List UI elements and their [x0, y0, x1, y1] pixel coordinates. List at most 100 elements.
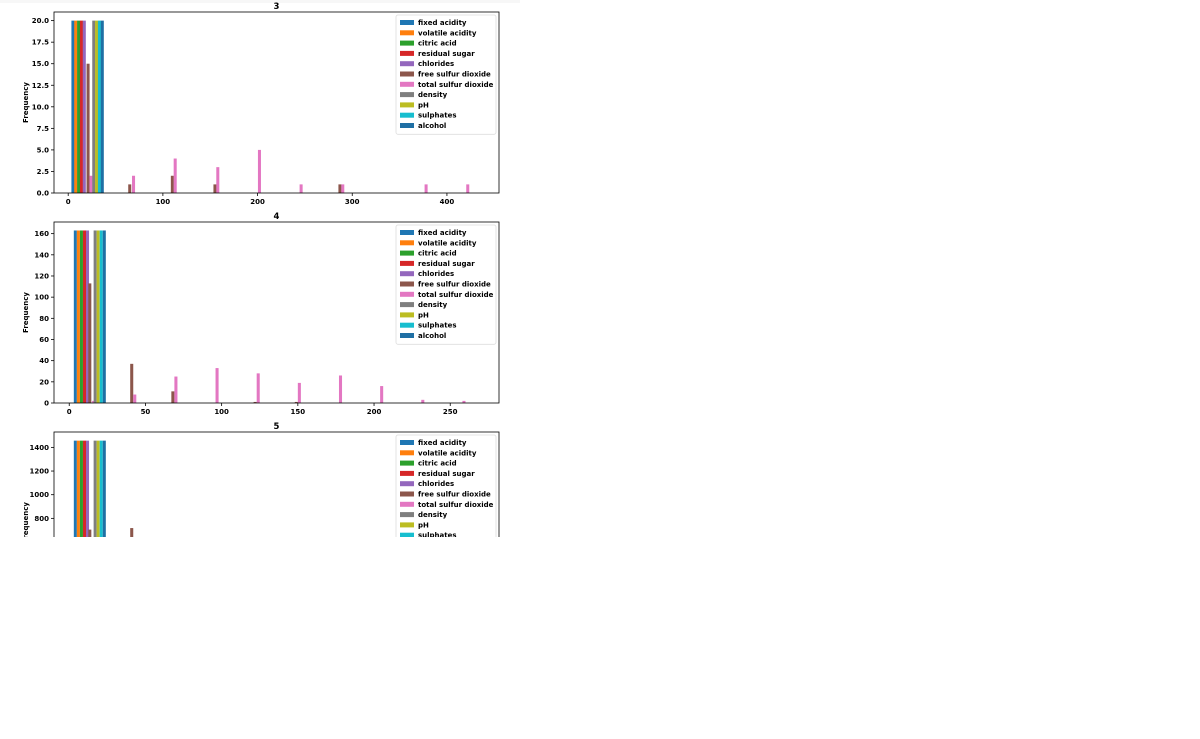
bar-chlorides [82, 20, 86, 193]
bars-group [73, 230, 466, 403]
bar-alcohol [102, 440, 106, 537]
bar-alcohol [102, 230, 106, 403]
legend-label: fixed acidity [418, 19, 467, 27]
y-tick-label: 1000 [30, 491, 50, 499]
bar-total-sulfur-dioxide [297, 382, 301, 403]
y-tick-label: 20.0 [32, 17, 49, 25]
legend-label: free sulfur dioxide [418, 281, 491, 289]
legend-label: residual sugar [418, 260, 475, 268]
legend-swatch-citric-acid [400, 460, 414, 466]
y-tick-label: 1400 [30, 444, 50, 452]
x-tick-label: 200 [250, 198, 265, 206]
bar-total-sulfur-dioxide [421, 399, 425, 403]
bar-total-sulfur-dioxide [341, 184, 345, 193]
legend-swatch-chlorides [400, 481, 414, 487]
bar-fixed-acidity [73, 440, 77, 537]
bar-sulphates [99, 230, 103, 403]
legend-label: volatile acidity [418, 239, 477, 247]
y-tick-label: 140 [34, 251, 49, 259]
legend-swatch-density [400, 512, 414, 518]
legend-swatch-citric-acid [400, 40, 414, 46]
chart-title: 5 [274, 422, 280, 432]
bar-free-sulfur-dioxide [338, 184, 342, 193]
legend-swatch-total-sulfur-dioxide [400, 81, 414, 87]
chart-panel-4: 4 Frequency 0 20 40 60 80 100 120 140 160 0 50 100 150… [22, 212, 500, 416]
legend-label: pH [418, 521, 429, 529]
bar-total-sulfur-dioxide [133, 394, 137, 403]
bar-residual-sugar [82, 440, 87, 537]
y-tick-label: 120 [34, 272, 49, 280]
legend-label: fixed acidity [418, 439, 467, 447]
bar-free-sulfur-dioxide [130, 363, 134, 403]
legend-swatch-free-sulfur-dioxide [400, 71, 414, 77]
legend-label: volatile acidity [418, 449, 477, 457]
y-tick-label: 2.5 [37, 168, 50, 176]
legend-label: free sulfur dioxide [418, 491, 491, 499]
x-tick-label: 0 [67, 408, 72, 416]
legend-swatch-free-sulfur-dioxide [400, 491, 414, 497]
legend-label: total sulfur dioxide [418, 291, 494, 299]
legend-swatch-total-sulfur-dioxide [400, 291, 414, 297]
legend-swatch-alcohol [400, 123, 414, 128]
y-tick-label: 7.5 [37, 125, 50, 133]
legend-box [395, 14, 497, 135]
y-tick-label: 5.0 [37, 146, 50, 154]
bar-citric-acid [79, 230, 83, 403]
legend: fixed acidity volatile acidity citric acid… [395, 434, 497, 537]
legend-label: residual sugar [418, 470, 475, 478]
chart-title: 4 [274, 212, 280, 222]
bar-free-sulfur-dioxide [88, 529, 92, 537]
bar-volatile-acidity [76, 440, 80, 537]
y-tick-label: 80 [39, 315, 49, 323]
legend-label: residual sugar [418, 50, 475, 58]
bar-citric-acid [77, 20, 81, 193]
bar-density [93, 440, 97, 537]
chart-panel-5: 5 Frequency 800 1000 1200 1400 fixed acidity vo… [22, 422, 500, 537]
bar-pH [95, 20, 99, 193]
bar-free-sulfur-dioxide [171, 391, 175, 403]
y-tick-label: 160 [34, 230, 49, 238]
bar-residual-sugar [82, 230, 87, 403]
bar-alcohol [100, 20, 104, 193]
legend-swatch-density [400, 92, 414, 98]
y-tick-label: 17.5 [32, 39, 49, 47]
x-tick-label: 300 [345, 198, 360, 206]
plot-frame [53, 11, 500, 194]
bar-density [93, 230, 97, 403]
bar-total-sulfur-dioxide [89, 175, 93, 193]
x-tick-label: 250 [443, 408, 458, 416]
bar-sulphates [99, 440, 103, 537]
x-tick-label: 150 [291, 408, 306, 416]
legend-label: total sulfur dioxide [418, 81, 494, 89]
legend-swatch-volatile-acidity [400, 450, 414, 456]
legend-label: sulphates [418, 532, 457, 537]
legend-swatch-pH [400, 102, 414, 108]
x-tick-label: 100 [214, 408, 229, 416]
legend-label: pH [418, 101, 429, 109]
y-tick-label: 20 [39, 378, 49, 386]
legend-label: citric acid [418, 460, 457, 468]
x-tick-label: 400 [440, 198, 455, 206]
chart-output-area: 3 Frequency 0.0 2.5 5.0 7.5 10.0 12.5 15.0 17.5 20… [0, 0, 520, 537]
legend-swatch-volatile-acidity [400, 30, 414, 36]
y-tick-label: 40 [39, 357, 49, 365]
chart-title: 3 [274, 2, 280, 12]
bar-free-sulfur-dioxide [170, 175, 174, 193]
bar-total-sulfur-dioxide [216, 167, 220, 193]
bar-free-sulfur-dioxide [253, 401, 257, 403]
legend: fixed acidity volatile acidity citric acid… [395, 14, 497, 135]
legend-swatch-residual-sugar [400, 50, 414, 56]
bar-free-sulfur-dioxide [294, 401, 298, 403]
bars-group [73, 440, 134, 537]
legend-label: density [418, 511, 448, 519]
y-axis-label: Frequency [22, 292, 30, 333]
legend: fixed acidity volatile acidity citric acid… [395, 224, 497, 345]
y-tick-label: 0.0 [37, 190, 50, 198]
x-tick-label: 0 [66, 198, 71, 206]
legend-label: chlorides [418, 270, 454, 278]
bar-free-sulfur-dioxide [130, 528, 134, 537]
bar-pH [96, 440, 100, 537]
bar-volatile-acidity [76, 230, 80, 403]
y-tick-label: 800 [34, 515, 49, 523]
bars-group [71, 20, 470, 193]
